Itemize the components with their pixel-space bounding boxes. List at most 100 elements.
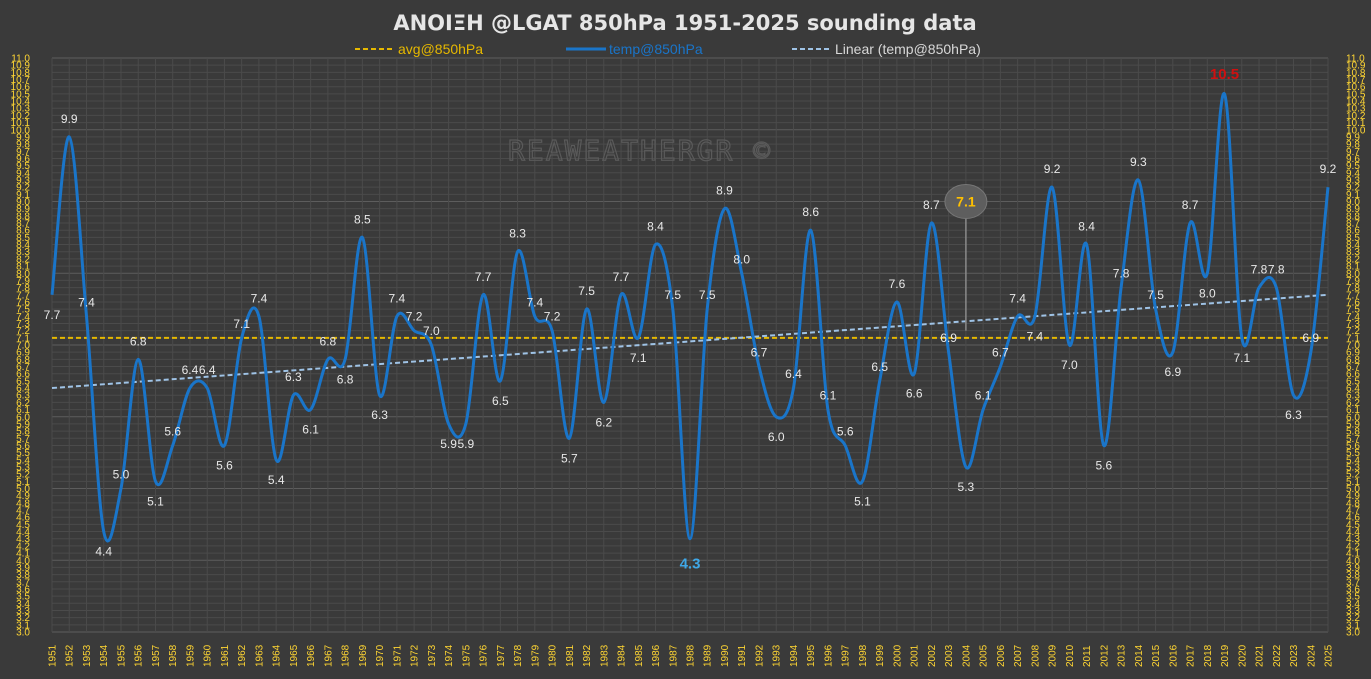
x-tick-label: 1969 [358,644,369,667]
x-tick-label: 1956 [134,644,145,667]
data-label: 7.5 [699,288,716,302]
x-tick-label: 1992 [754,644,765,667]
data-label: 7.8 [1268,263,1285,277]
data-label: 8.4 [1078,220,1095,234]
y-tick-label: 10.5 [11,89,31,100]
x-tick-label: 1953 [82,644,93,667]
y-tick-label: 9.3 [1346,175,1360,186]
y-tick-label: 4.6 [1346,513,1360,524]
x-tick-label: 1996 [823,644,834,667]
x-tick-label: 2019 [1220,644,1231,667]
y-tick-label: 5.5 [16,448,30,459]
y-tick-label: 6.8 [1346,355,1360,366]
data-label: 6.8 [337,372,354,386]
data-labels: 7.79.97.44.45.06.85.15.66.4 6.45.67.17.45… [44,112,1337,559]
y-tick-label: 6.5 [1346,376,1360,387]
y-tick-label: 5.5 [1346,448,1360,459]
x-tick-label: 2020 [1237,644,1248,667]
data-label: 5.9 [440,437,457,451]
y-tick-label: 5.3 [1346,462,1360,473]
y-tick-label: 5.9 [16,419,30,430]
x-tick-label: 1993 [772,644,783,667]
data-label: 6.5 [871,360,888,374]
data-label: 6.1 [302,423,319,437]
y-tick-label: 5.7 [1346,434,1360,445]
x-tick-label: 1998 [858,644,869,667]
max-label: 10.5 [1210,66,1239,83]
y-tick-label: 4.3 [16,534,30,545]
data-label: 7.5 [578,284,595,298]
data-label: 6.4 [182,363,199,377]
y-tick-label: 4.4 [16,527,30,538]
y-tick-label: 10.7 [11,75,31,86]
data-label: 6.9 [1302,331,1319,345]
x-tick-label: 1960 [203,644,214,667]
y-tick-label: 3.3 [1346,606,1360,617]
x-tick-label: 1997 [841,644,852,667]
x-tick-label: 2023 [1289,644,1300,667]
y-tick-label: 6.5 [16,376,30,387]
data-label: 5.3 [958,480,975,494]
y-tick-label: 4.1 [16,549,30,560]
y-tick-label: 4.5 [16,520,30,531]
y-tick-label: 10.0 [11,125,31,136]
y-tick-label: 8.4 [16,240,30,251]
y-tick-label: 4.5 [1346,520,1360,531]
y-tick-label: 5.7 [16,434,30,445]
y-tick-label: 3.2 [16,613,30,624]
y-tick-label: 10.6 [11,82,31,93]
y-tick-label: 6.0 [16,412,30,423]
x-tick-label: 1952 [65,644,76,667]
y-tick-label: 5.2 [16,470,30,481]
data-label: 6.3 [285,370,302,384]
y-tick-label: 10.1 [11,118,31,129]
data-label: 6.0 [768,430,785,444]
x-tick-label: 2022 [1272,644,1283,667]
x-tick-label: 1963 [254,644,265,667]
y-tick-label: 3.3 [16,606,30,617]
data-label: 7.7 [613,270,630,284]
callout-label: 7.1 [956,194,976,210]
data-label: 9.9 [61,112,78,126]
data-label: 5.1 [147,494,164,508]
y-tick-label: 8.3 [16,247,30,258]
y-tick-label: 7.9 [1346,276,1360,287]
data-label: 7.2 [406,310,423,324]
data-label: 7.0 [423,324,440,338]
x-tick-label: 2017 [1186,644,1197,667]
y-tick-label: 7.0 [1346,341,1360,352]
y-tick-label: 6.7 [16,362,30,373]
x-tick-label: 1989 [703,644,714,667]
data-label: 5.9 [457,437,474,451]
y-tick-label: 8.8 [16,211,30,222]
data-label: 5.7 [561,451,578,465]
x-tick-label: 1999 [875,644,886,667]
y-tick-label: 8.4 [1346,240,1360,251]
y-tick-label: 9.2 [16,183,30,194]
x-tick-label: 2005 [979,644,990,667]
data-label: 5.4 [268,473,285,487]
y-tick-label: 8.6 [16,226,30,237]
x-tick-label: 1976 [479,644,490,667]
y-tick-label: 3.8 [1346,570,1360,581]
data-label: 6.3 [371,408,388,422]
x-tick-label: 2016 [1168,644,1179,667]
y-tick-label: 6.1 [16,405,30,416]
y-tick-label: 9.1 [16,190,30,201]
y-tick-label: 10.8 [1346,68,1366,79]
legend-avg-label: avg@850hPa [398,41,483,57]
x-tick-label: 1972 [410,644,421,667]
y-tick-label: 4.6 [16,513,30,524]
y-tick-label: 5.0 [16,484,30,495]
y-tick-label: 5.1 [1346,477,1360,488]
y-tick-label: 6.9 [16,348,30,359]
y-tick-label: 4.1 [1346,549,1360,560]
y-tick-label: 3.9 [1346,563,1360,574]
y-tick-label: 10.2 [11,111,31,122]
data-label: 7.6 [889,277,906,291]
y-tick-label: 4.3 [1346,534,1360,545]
y-tick-label: 3.4 [16,599,30,610]
y-tick-label: 10.4 [11,97,31,108]
x-tick-label: 1955 [116,644,127,667]
